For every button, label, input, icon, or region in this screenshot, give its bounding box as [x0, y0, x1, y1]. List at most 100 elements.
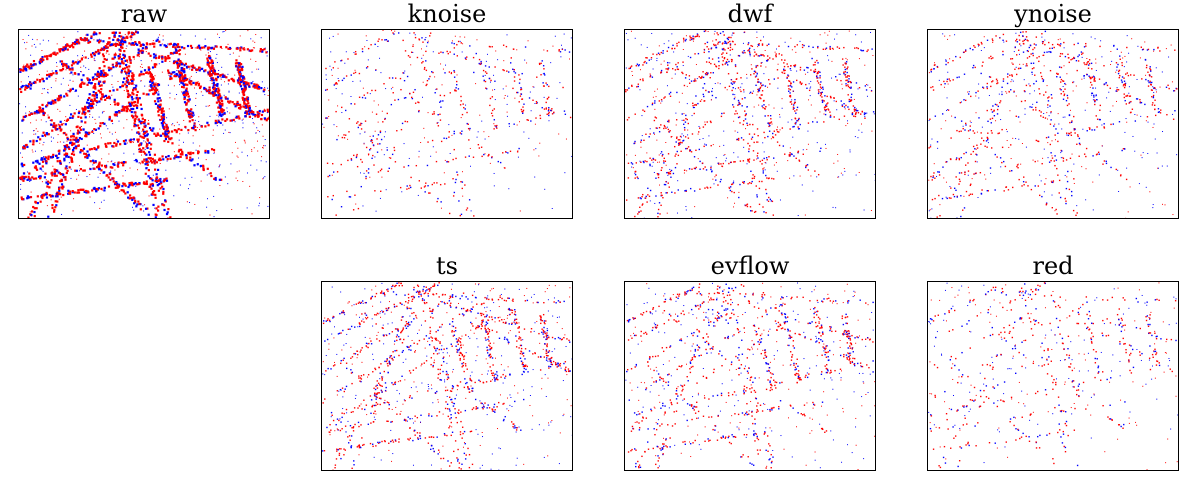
event-pixel: [141, 114, 144, 117]
noise-pixel: [171, 124, 173, 126]
event-pixel: [457, 40, 460, 43]
event-pixel: [431, 139, 434, 142]
event-pixel: [98, 32, 101, 35]
event-pixel: [248, 106, 251, 109]
event-pixel: [93, 186, 96, 190]
event-pixel: [181, 82, 185, 85]
noise-pixel: [828, 30, 830, 32]
event-pixel: [32, 59, 36, 63]
event-pixel: [253, 113, 257, 117]
event-pixel: [105, 73, 108, 76]
event-pixel: [460, 213, 463, 216]
event-pixel: [115, 64, 118, 67]
event-pixel: [61, 67, 65, 71]
event-pixel: [446, 161, 448, 163]
event-pixel: [356, 153, 358, 156]
noise-pixel: [100, 137, 102, 139]
event-pixel: [496, 127, 498, 129]
event-pixel: [768, 125, 770, 128]
noise-pixel: [95, 122, 97, 124]
event-pixel: [22, 66, 25, 69]
event-pixel: [103, 80, 106, 83]
noise-pixel: [88, 68, 90, 70]
event-pixel: [722, 60, 724, 62]
event-pixel: [63, 157, 66, 160]
event-pixel: [220, 96, 223, 99]
noise-pixel: [819, 111, 821, 113]
event-pixel: [25, 86, 28, 89]
event-pixel: [165, 123, 168, 127]
noise-pixel: [527, 40, 529, 42]
event-pixel: [224, 96, 227, 99]
noise-pixel: [115, 66, 117, 68]
event-pixel: [405, 96, 407, 99]
event-pixel: [453, 47, 456, 49]
event-pixel: [191, 119, 194, 122]
event-pixel: [24, 88, 27, 91]
noise-pixel: [84, 50, 86, 52]
event-pixel: [207, 71, 210, 74]
event-pixel: [219, 74, 222, 77]
event-pixel: [235, 59, 238, 62]
event-pixel: [770, 200, 773, 202]
event-pixel: [418, 38, 420, 40]
event-pixel: [219, 95, 222, 98]
noise-pixel: [199, 66, 201, 68]
event-pixel: [461, 181, 464, 183]
event-pixel: [227, 79, 230, 82]
event-pixel: [687, 146, 690, 148]
noise-pixel: [832, 206, 834, 208]
event-pixel: [759, 87, 761, 90]
noise-pixel: [155, 82, 157, 84]
noise-pixel: [198, 121, 200, 123]
event-pixel: [157, 114, 160, 117]
event-pixel: [385, 39, 388, 41]
noise-pixel: [714, 176, 716, 178]
event-pixel: [54, 127, 57, 130]
event-pixel: [861, 110, 863, 113]
event-pixel: [64, 178, 67, 181]
event-pixel: [450, 72, 453, 75]
event-pixel: [176, 73, 179, 76]
event-pixel: [39, 60, 43, 63]
event-pixel: [32, 140, 35, 143]
event-pixel: [769, 83, 771, 85]
event-pixel: [731, 190, 733, 193]
event-pixel: [128, 197, 131, 200]
event-pixel: [113, 53, 116, 56]
event-pixel: [99, 73, 102, 76]
event-pixel: [220, 110, 223, 113]
event-pixel: [28, 67, 31, 70]
event-pixel: [44, 193, 47, 196]
noise-pixel: [24, 85, 26, 87]
event-pixel: [119, 45, 123, 49]
event-pixel: [181, 151, 184, 154]
event-pixel: [504, 167, 506, 169]
event-pixel: [801, 82, 803, 85]
noise-pixel: [231, 152, 233, 154]
noise-pixel: [131, 206, 133, 208]
noise-pixel: [488, 136, 490, 138]
event-pixel: [147, 157, 150, 160]
event-pixel: [838, 47, 841, 49]
noise-pixel: [213, 152, 215, 154]
event-pixel: [19, 87, 22, 91]
event-pixel: [717, 57, 720, 59]
noise-pixel: [564, 172, 566, 174]
event-pixel: [168, 57, 171, 60]
event-pixel: [366, 66, 369, 68]
noise-pixel: [50, 136, 52, 138]
event-pixel: [104, 144, 108, 148]
event-pixel: [435, 160, 438, 163]
event-pixel: [138, 150, 141, 153]
noise-pixel: [111, 84, 113, 86]
noise-pixel: [713, 183, 715, 185]
event-pixel: [249, 110, 252, 114]
noise-pixel: [148, 161, 150, 163]
noise-pixel: [123, 90, 125, 92]
event-pixel: [211, 65, 214, 68]
noise-pixel: [75, 108, 77, 110]
event-pixel: [132, 73, 135, 77]
noise-pixel: [251, 149, 253, 151]
noise-pixel: [260, 37, 262, 39]
